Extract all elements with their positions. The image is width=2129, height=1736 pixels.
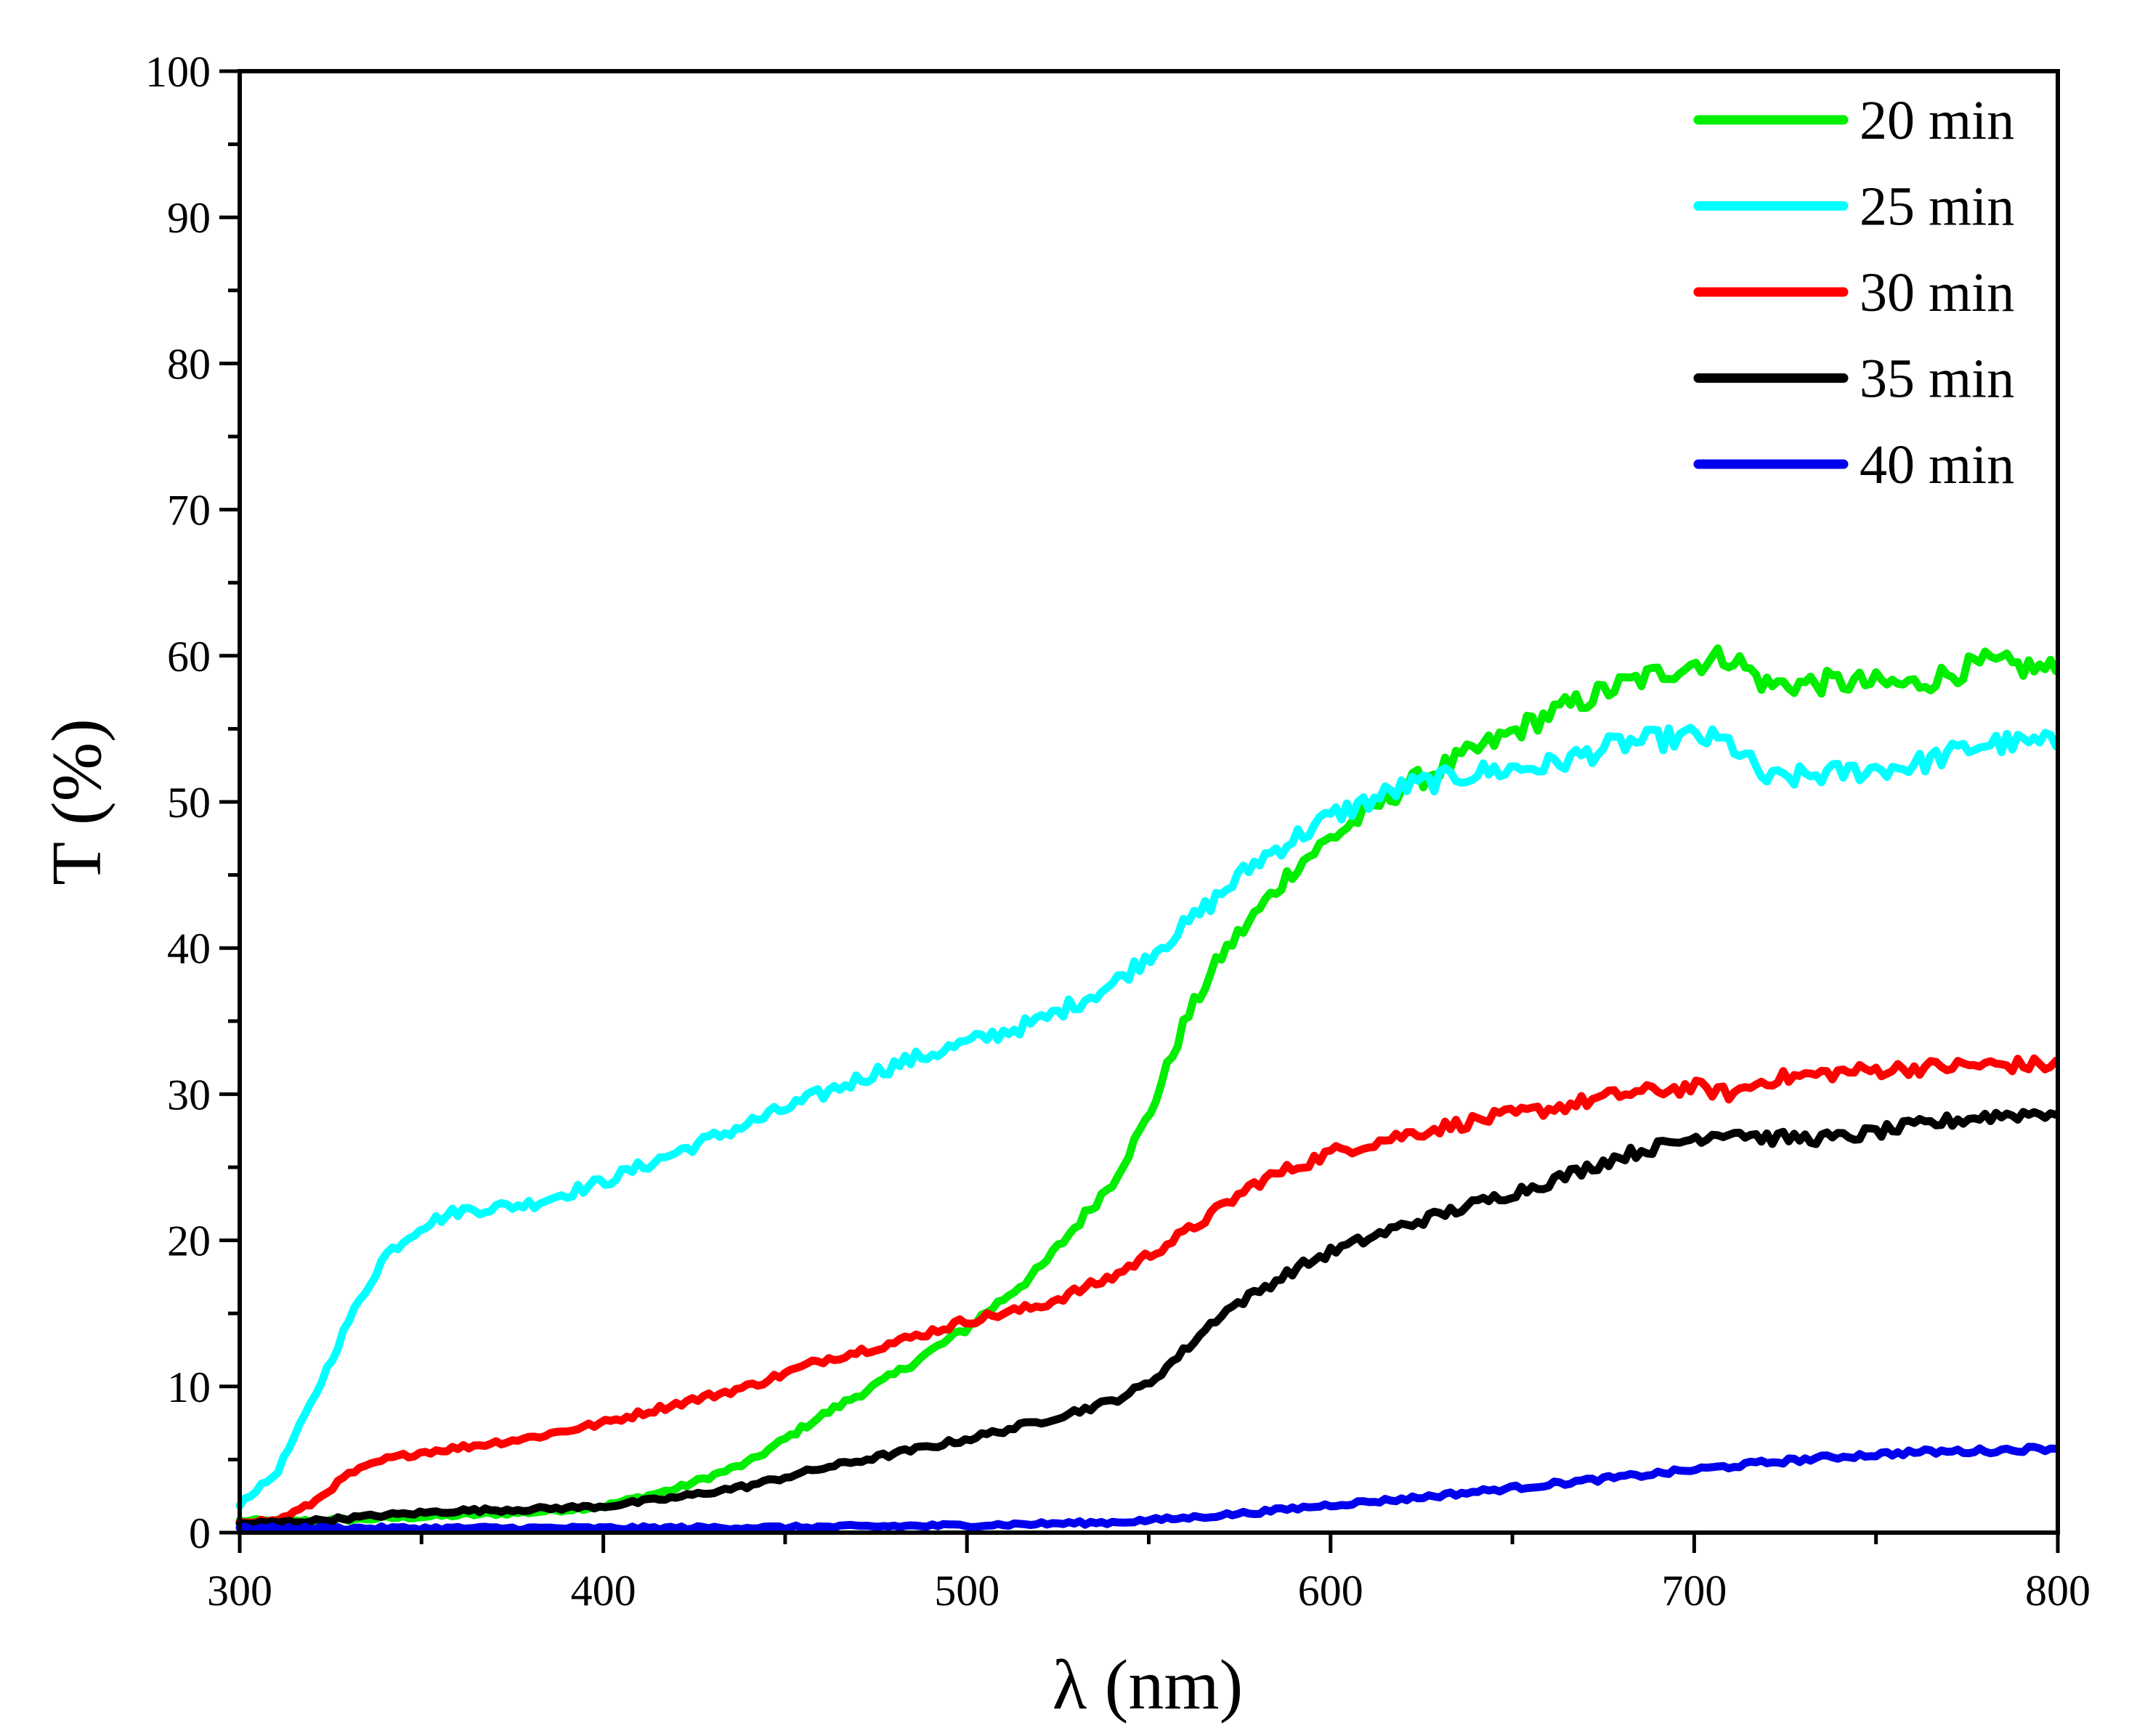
y-tick-label: 100: [145, 48, 211, 96]
series-line-20-min: [235, 644, 2060, 1527]
x-tick-label: 800: [2025, 1567, 2091, 1615]
y-tick-label: 90: [167, 194, 211, 242]
y-tick-label: 60: [167, 633, 211, 681]
x-axis-title: λ (nm): [1053, 1646, 1244, 1724]
y-tick-label: 70: [167, 487, 211, 535]
y-tick-label: 50: [167, 779, 211, 827]
y-tick-label: 30: [167, 1071, 211, 1119]
y-tick-label: 40: [167, 925, 211, 973]
legend-label: 40 min: [1860, 434, 2014, 495]
axis-ticks: [219, 69, 2060, 1553]
series-line-30-min: [235, 1054, 2060, 1527]
y-tick-label: 20: [167, 1217, 211, 1265]
y-tick-label: 0: [189, 1509, 211, 1557]
x-tick-label: 700: [1661, 1567, 1727, 1615]
legend-label: 20 min: [1860, 90, 2014, 151]
series-line-25-min: [235, 723, 2060, 1509]
series-line-35-min: [235, 1108, 2060, 1528]
x-tick-label: 300: [207, 1567, 272, 1615]
tick-labels: 300 400 500 600 700 800 0 10 20 30 40 50 60 70 80 90 100: [145, 48, 2091, 1615]
x-tick-label: 500: [934, 1567, 999, 1615]
x-tick-label: 600: [1298, 1567, 1363, 1615]
legend-label: 30 min: [1860, 262, 2014, 323]
legend-label: 25 min: [1860, 177, 2014, 238]
series-line-40-min: [235, 1443, 2060, 1534]
plot-marks: [235, 644, 2060, 1534]
y-tick-label: 80: [167, 340, 211, 388]
legend-label: 35 min: [1860, 349, 2014, 410]
y-axis-title: T (%): [38, 718, 116, 885]
x-tick-label: 400: [571, 1567, 636, 1615]
legend: 20 min 25 min 30 min 35 min 40 min: [1693, 90, 2014, 495]
y-tick-label: 10: [167, 1363, 211, 1411]
